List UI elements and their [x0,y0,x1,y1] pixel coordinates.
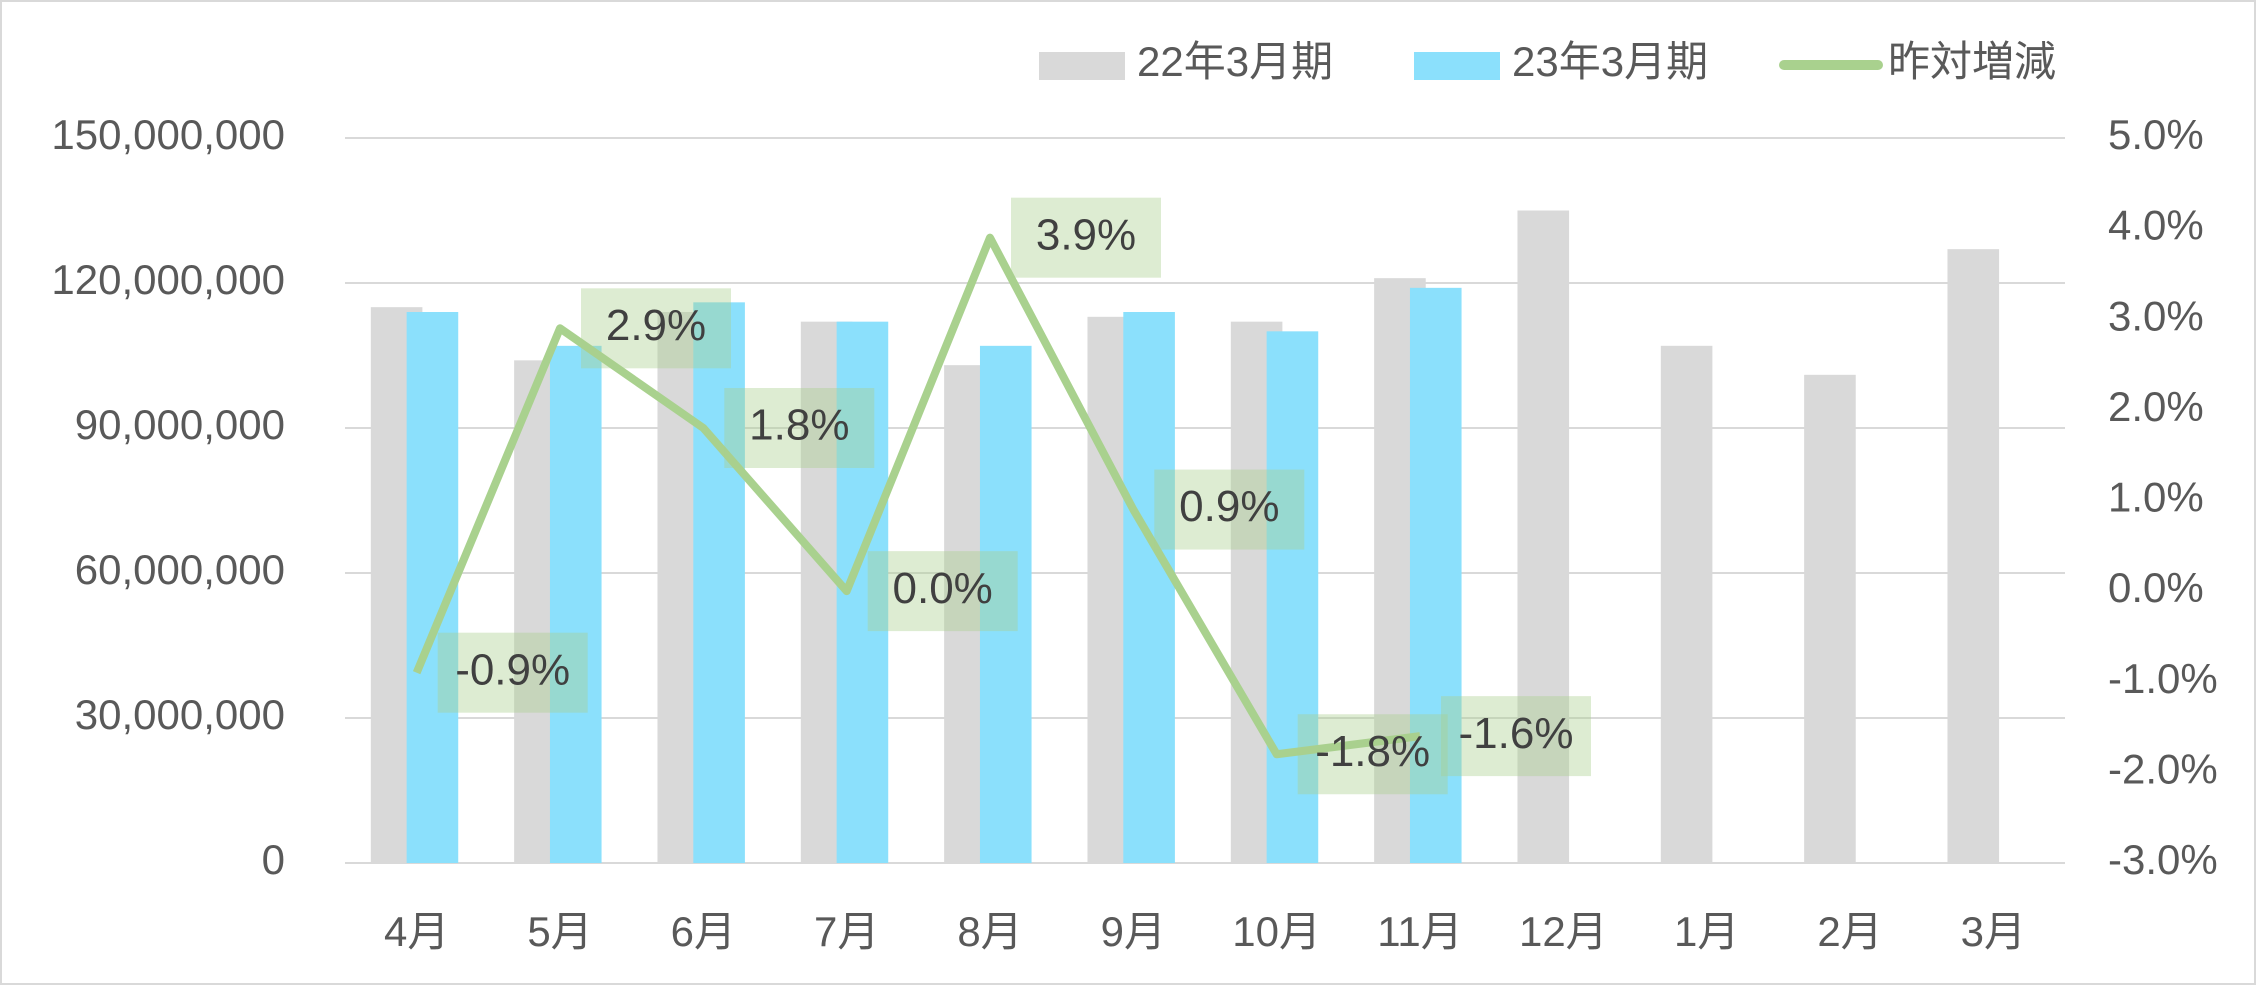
data-label-box [1297,714,1448,795]
y2-tick-label: -3.0% [2108,836,2218,883]
bar [1947,249,2000,863]
data-label-box [1441,696,1591,777]
bar [1517,210,1570,863]
x-tick-label: 2月 [1817,908,1882,955]
y-tick-label: 90,000,000 [75,401,285,448]
x-tick-label: 5月 [527,908,592,955]
x-tick-label: 3月 [1961,908,2026,955]
data-label-box [581,288,731,369]
y2-tick-label: 1.0% [2108,474,2204,521]
data-label: 0.0% [893,564,993,613]
data-label: 0.9% [1179,482,1279,531]
data-label-box [724,388,875,468]
y2-tick-label: -1.0% [2108,655,2218,702]
y-tick-label: 30,000,000 [75,691,285,738]
x-tick-label: 1月 [1674,908,1739,955]
y-tick-label: 150,000,000 [51,111,285,158]
legend-swatch [1039,52,1125,80]
data-label-box [437,632,588,713]
y2-tick-label: 0.0% [2108,564,2204,611]
bar [693,302,745,863]
legend-swatch [1414,52,1500,80]
x-tick-label: 10月 [1232,908,1321,955]
data-label-box [867,551,1018,632]
bar [1266,331,1319,863]
y2-tick-label: 4.0% [2108,202,2204,249]
y-tick-label: 0 [262,836,285,883]
bar [1409,287,1462,863]
x-tick-label: 7月 [814,908,879,955]
bar [549,345,602,863]
data-label-box [1154,469,1305,550]
x-tick-label: 11月 [1377,908,1463,955]
data-label: 3.9% [1036,210,1136,259]
bar [979,345,1032,863]
x-tick-label: 8月 [957,908,1022,955]
y2-tick-label: 2.0% [2108,383,2204,430]
data-label: 1.8% [749,401,849,450]
x-tick-label: 6月 [671,908,736,955]
x-tick-label: 9月 [1101,908,1166,955]
x-tick-label: 4月 [384,908,449,955]
legend-label: 23年3月期 [1512,38,1708,85]
x-tick-label: 12月 [1519,908,1608,955]
y-tick-label: 120,000,000 [51,256,285,303]
line [412,233,1421,759]
bar [1660,345,1713,863]
data-label: -1.8% [1315,727,1430,776]
data-label-box [1011,197,1161,278]
legend-label: 昨対増減 [1888,38,2056,85]
data-label: 2.9% [606,301,706,350]
y2-tick-label: 5.0% [2108,111,2204,158]
legend-label: 22年3月期 [1137,38,1333,85]
y-tick-label: 60,000,000 [75,546,285,593]
data-label: -0.9% [455,645,570,694]
data-label: -1.6% [1459,709,1574,758]
y2-tick-label: 3.0% [2108,292,2204,339]
bar [1804,374,1856,863]
bar [1123,312,1175,863]
y2-tick-label: -2.0% [2108,745,2218,792]
